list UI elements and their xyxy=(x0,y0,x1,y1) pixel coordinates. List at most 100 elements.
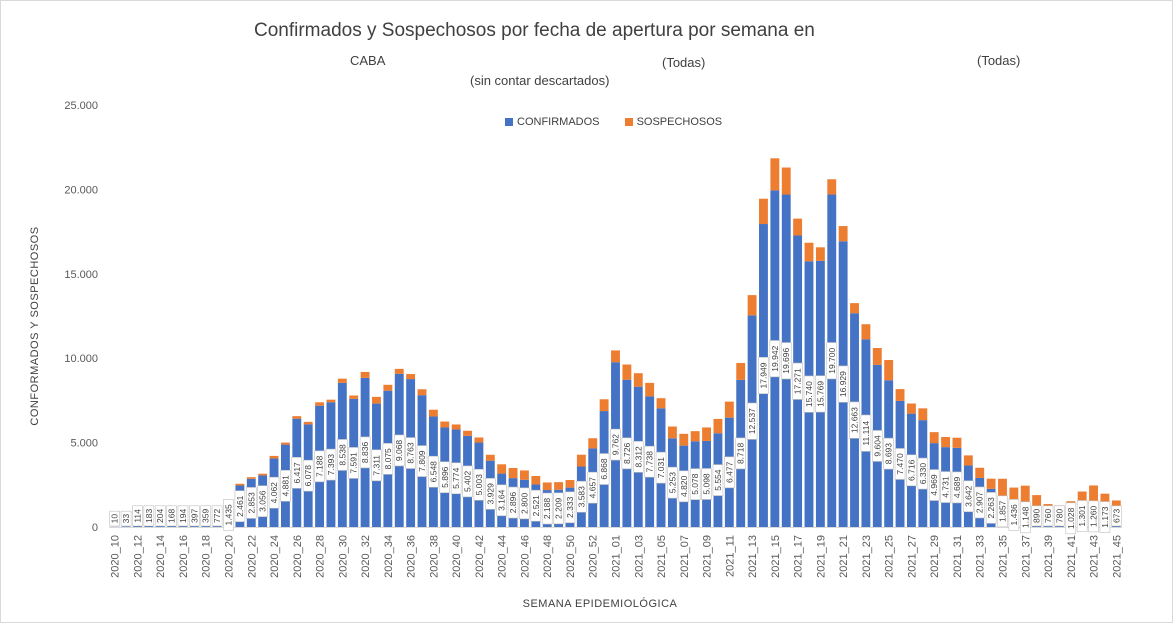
bar-sospechosos xyxy=(872,348,882,365)
data-label: 7.393 xyxy=(326,454,336,476)
legend-swatch-sospechosos xyxy=(624,118,633,126)
bar-sospechosos xyxy=(428,409,438,417)
bar-sospechosos xyxy=(952,437,962,448)
data-label-box xyxy=(245,487,257,519)
data-label: 3.056 xyxy=(258,490,268,512)
data-label-box xyxy=(154,505,166,527)
bar-sospechosos xyxy=(269,455,279,459)
data-label-box xyxy=(177,505,189,527)
bar-sospechosos xyxy=(383,384,393,391)
data-label-box xyxy=(462,465,473,498)
data-label-box xyxy=(985,492,997,524)
bar-sospechosos xyxy=(292,416,302,419)
data-label-box xyxy=(291,457,303,489)
data-label-box xyxy=(473,468,485,501)
data-label-box xyxy=(507,486,519,519)
data-label: 5.078 xyxy=(690,473,700,495)
bar-sospechosos xyxy=(622,364,632,380)
data-label-box xyxy=(132,505,143,527)
bar-sospechosos xyxy=(895,389,905,401)
x-tick-label: 2020_24 xyxy=(269,535,281,578)
x-tick-label: 2021_17 xyxy=(793,535,805,578)
filter-2: (Todas) xyxy=(977,53,1021,68)
bar-sospechosos xyxy=(736,362,746,380)
data-label-box xyxy=(610,428,621,461)
data-label-box xyxy=(496,484,507,517)
bar-sospechosos xyxy=(702,427,711,441)
data-label: 15.740 xyxy=(804,381,814,407)
bar-sospechosos xyxy=(474,437,484,443)
x-tick-label: 2021_05 xyxy=(656,535,668,578)
bar-sospechosos xyxy=(485,454,495,461)
filter-region: CABA xyxy=(350,53,386,68)
data-label-box xyxy=(883,437,894,470)
data-label-box xyxy=(359,436,371,469)
data-label: 7.470 xyxy=(895,453,905,475)
data-label-box xyxy=(963,480,974,513)
bar-sospechosos xyxy=(690,431,700,442)
data-label: 114 xyxy=(132,509,142,523)
x-tick-label: 2021_15 xyxy=(770,535,782,578)
bar-sospechosos xyxy=(986,478,996,489)
data-label: 1.436 xyxy=(1009,504,1019,526)
data-label-box xyxy=(428,455,439,488)
data-label-box xyxy=(906,454,917,487)
data-label: 359 xyxy=(201,509,211,523)
data-label-box xyxy=(393,434,405,467)
data-label: 2.907 xyxy=(975,492,985,514)
bar-sospechosos xyxy=(884,360,894,381)
bar-sospechosos xyxy=(497,464,507,474)
data-label: 5.896 xyxy=(440,466,450,488)
bar-sospechosos xyxy=(918,408,928,421)
data-label-box xyxy=(382,443,394,475)
x-tick-label: 2021_31 xyxy=(952,535,964,578)
data-label-box xyxy=(644,445,655,478)
data-label: 8.763 xyxy=(406,442,416,464)
data-label: 6.417 xyxy=(292,462,302,484)
data-label: 12.537 xyxy=(747,408,757,434)
data-label: 890 xyxy=(1032,509,1042,523)
data-label: 17.271 xyxy=(793,368,803,394)
x-tick-label: 2020_40 xyxy=(451,535,463,578)
data-label-box xyxy=(667,466,678,499)
data-label: 3.164 xyxy=(497,489,507,511)
data-label-box xyxy=(769,340,781,378)
legend-item-confirmados: CONFIRMADOS xyxy=(505,116,600,128)
bar-sospechosos xyxy=(1020,485,1030,508)
data-label-box xyxy=(530,489,542,522)
data-label: 9.604 xyxy=(872,435,882,457)
data-label: 8.538 xyxy=(337,444,347,466)
data-label-box xyxy=(1099,501,1111,533)
x-tick-label: 2020_22 xyxy=(246,535,258,578)
data-label-box xyxy=(268,476,280,509)
x-tick-label: 2020_14 xyxy=(155,535,167,578)
x-tick-label: 2020_48 xyxy=(542,535,554,578)
data-label: 1.857 xyxy=(997,500,1007,522)
data-label: 7.591 xyxy=(349,452,359,474)
data-label: 9.762 xyxy=(611,434,621,456)
data-label: 1.260 xyxy=(1089,505,1099,527)
bar-sospechosos xyxy=(599,399,609,412)
data-label-box xyxy=(894,448,906,480)
x-tick-label: 2020_12 xyxy=(132,535,144,578)
x-tick-label: 2020_30 xyxy=(337,535,349,578)
data-label-box xyxy=(712,464,724,496)
data-label-box xyxy=(928,469,940,501)
x-tick-label: 2021_07 xyxy=(679,535,691,578)
data-label-box xyxy=(519,487,530,520)
bar-sospechosos xyxy=(315,402,325,406)
data-label-box xyxy=(143,505,155,527)
data-label-box xyxy=(371,449,382,482)
data-label-box xyxy=(871,430,883,462)
data-label-box xyxy=(314,450,325,483)
x-tick-label: 2021_03 xyxy=(633,535,645,578)
data-label-box xyxy=(689,468,701,500)
x-tick-label: 2021_45 xyxy=(1111,535,1123,578)
bar-sospechosos xyxy=(929,432,939,444)
bar-sospechosos xyxy=(588,438,598,449)
data-label: 760 xyxy=(1043,509,1053,523)
data-label: 4.969 xyxy=(929,474,939,496)
data-label: 2.521 xyxy=(531,495,541,517)
data-label: 6.477 xyxy=(724,461,734,483)
bar-sospechosos xyxy=(235,483,245,486)
